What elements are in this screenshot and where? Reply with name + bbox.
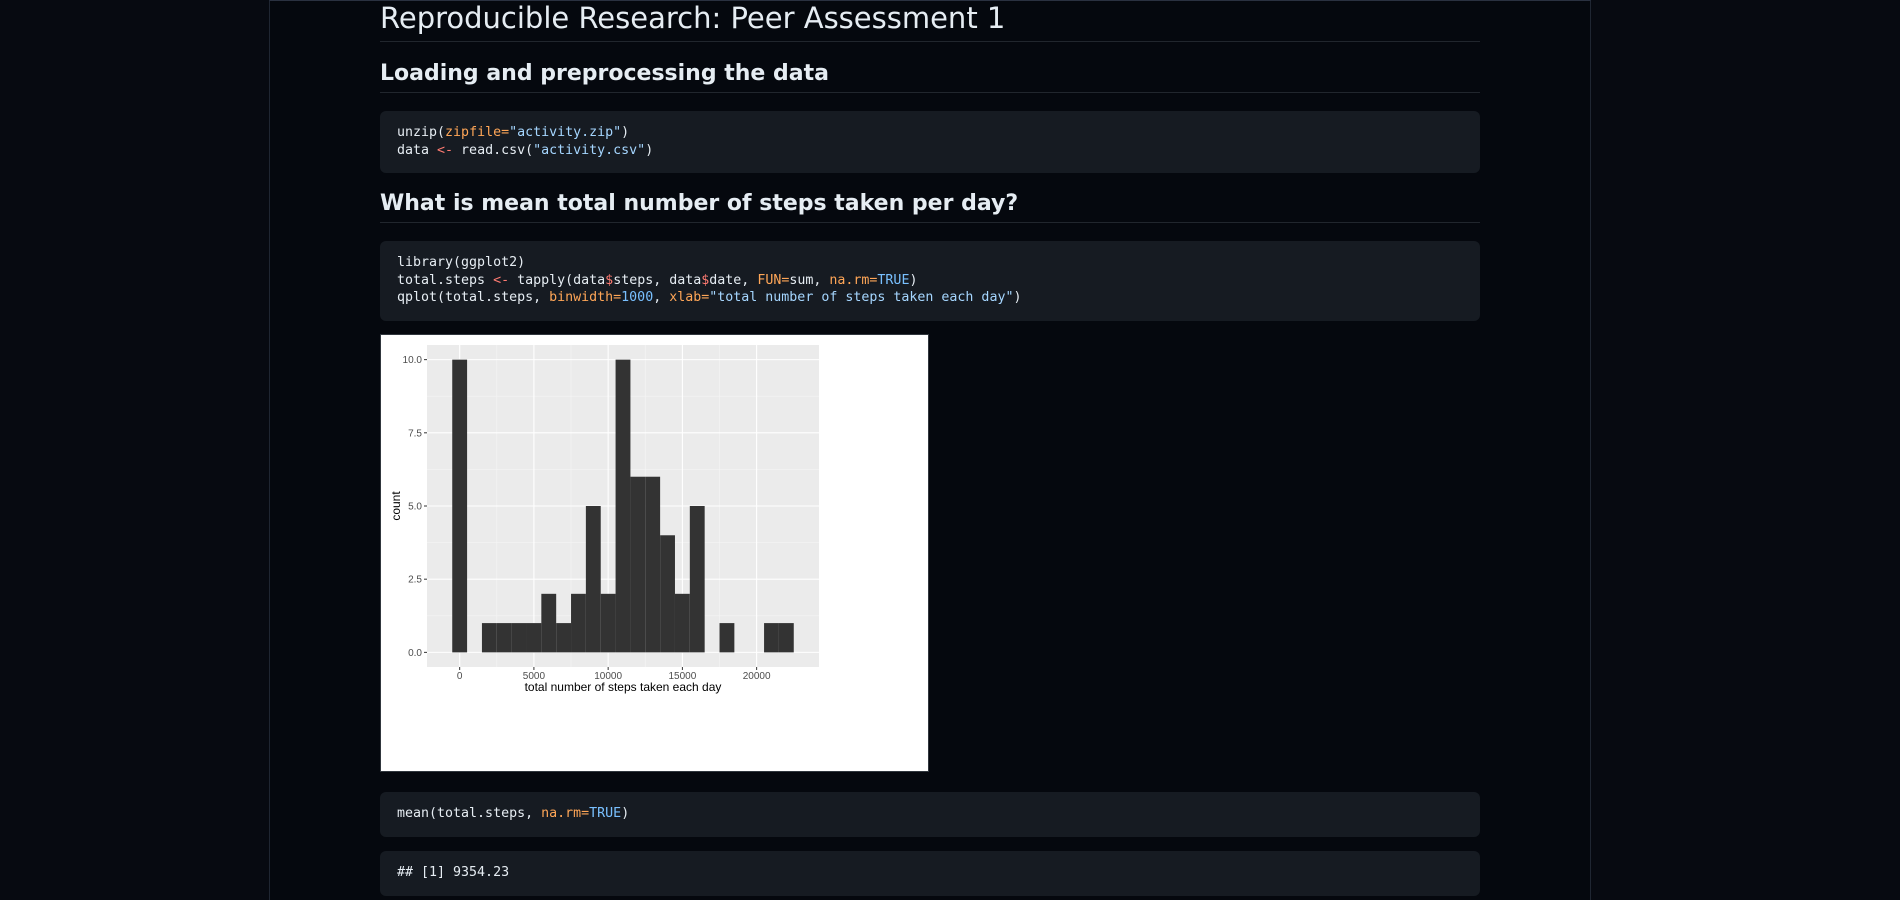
histogram-bar [496,623,512,653]
histogram-bar [481,623,497,653]
code-token: $ [701,272,710,288]
histogram-svg: 0 5000 10000 15000 20000 0.0 2.5 5.0 7.5 10.0 tota… [389,345,819,694]
output-block-mean[interactable]: ## [1] 9354.23 [380,851,1480,896]
code-token: steps, data [613,272,702,288]
code-token: xlab= [669,290,710,305]
code-line: total.steps <- tapply(data$steps, data$d… [397,272,1463,290]
section-heading-loading: Loading and preprocessing the data [380,61,1480,93]
code-token: 1000 [621,290,654,305]
code-line: data <- read.csv("activity.csv") [397,142,1463,160]
histogram-bar [719,623,735,653]
code-token: <- [437,142,454,158]
histogram-bar [511,623,527,653]
y-tick-label: 10.0 [403,355,423,366]
code-token: na.rm= [541,806,590,821]
code-token: library(ggplot2) [397,255,526,270]
code-token: ) [909,272,918,288]
code-token: date, [709,272,758,288]
y-axis-title: count [389,491,403,521]
code-token: ) [645,142,654,158]
y-tick-label: 0.0 [408,648,422,659]
histogram-bar [689,506,705,653]
code-token: ) [621,125,630,140]
histogram-bar [615,359,631,653]
code-token: tapply(data [509,272,606,288]
code-block-histogram[interactable]: library(ggplot2) total.steps <- tapply(da… [380,241,1480,321]
code-token: zipfile= [445,125,510,140]
code-block-mean[interactable]: mean(total.steps, na.rm=TRUE) [380,792,1480,837]
histogram-bar [571,593,586,653]
page-title: Reproducible Research: Peer Assessment 1 [380,1,1480,42]
histogram-bar [585,506,601,653]
code-line: qplot(total.steps, binwidth=1000, xlab="… [397,289,1463,307]
histogram-bar [600,593,616,653]
code-token: , [653,290,670,305]
histogram-bar [556,623,572,653]
code-token: qplot(total.steps, [397,290,550,305]
code-token: <- [493,272,510,288]
code-token: TRUE [877,272,910,288]
code-token: binwidth= [549,290,622,305]
x-tick-label: 5000 [523,671,546,682]
code-token: data [397,142,438,158]
code-token: "activity.csv" [533,142,646,158]
histogram-plot: 0 5000 10000 15000 20000 0.0 2.5 5.0 7.5 10.0 tota… [380,334,929,772]
histogram-bar [630,476,646,653]
code-token: unzip( [397,125,446,140]
y-tick-label: 5.0 [408,502,422,513]
histogram-bar [526,623,542,653]
code-token: mean(total.steps, [397,806,542,821]
x-axis-title: total number of steps taken each day [525,680,722,694]
code-line: mean(total.steps, na.rm=TRUE) [397,805,1463,823]
histogram-bar [452,359,468,653]
code-token: TRUE [589,806,622,821]
code-token: ) [1013,290,1022,305]
histogram-bar [764,623,779,653]
code-line: unzip(zipfile="activity.zip") [397,124,1463,142]
histogram-bar [778,623,794,653]
y-tick-label: 7.5 [408,428,422,439]
document-page: Reproducible Research: Peer Assessment 1… [269,0,1591,900]
code-token: ## [1] 9354.23 [397,865,510,880]
x-tick-label: 0 [457,671,463,682]
histogram-bar [541,593,557,653]
code-token: FUN= [757,272,790,288]
code-token: sum, [789,272,830,288]
code-line: ## [1] 9354.23 [397,864,1463,882]
histogram-bar [645,476,661,653]
code-token: "activity.zip" [509,125,622,140]
section-heading-mean-steps: What is mean total number of steps taken… [380,191,1480,223]
x-tick-label: 15000 [668,671,696,682]
histogram-bar [674,593,690,653]
code-token: ) [621,806,630,821]
histogram-bar [660,535,675,653]
code-token: $ [605,272,614,288]
code-block-loading[interactable]: unzip(zipfile="activity.zip") data <- rea… [380,111,1480,173]
code-token: total.steps [397,272,494,288]
x-tick-label: 10000 [594,671,622,682]
code-token: "total number of steps taken each day" [709,290,1014,305]
code-token: read.csv( [453,142,534,158]
code-line: library(ggplot2) [397,254,1463,272]
y-tick-label: 2.5 [408,575,422,586]
x-tick-label: 20000 [743,671,771,682]
code-token: na.rm= [829,272,878,288]
